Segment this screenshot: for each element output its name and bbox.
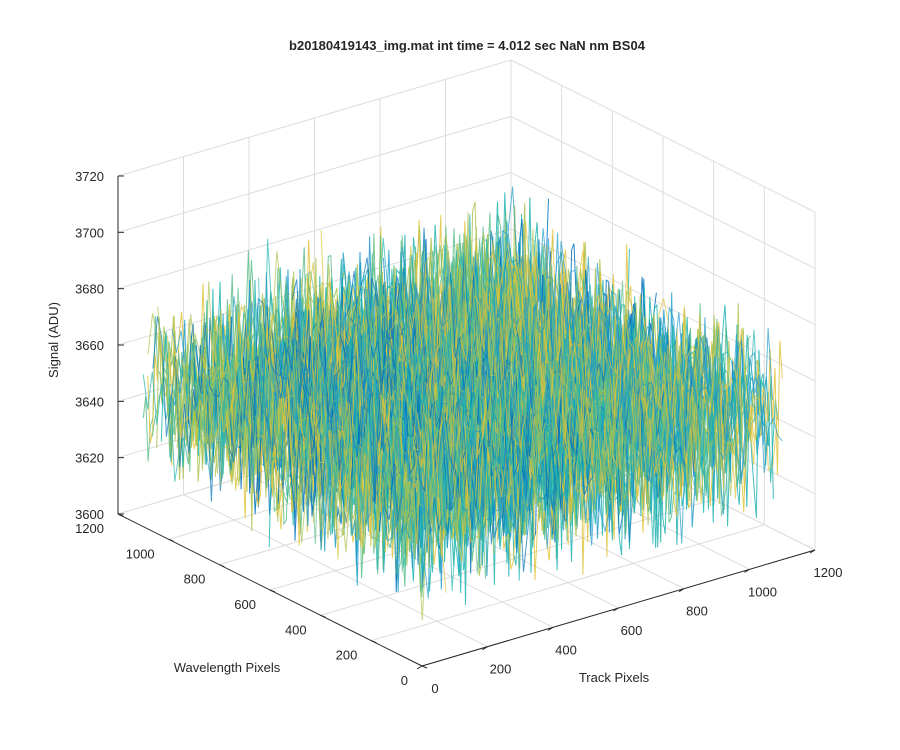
grid-line xyxy=(117,172,512,290)
x-tick-label: 800 xyxy=(686,604,708,619)
x-tick-mark xyxy=(416,665,423,670)
z-axis-label: Signal (ADU) xyxy=(46,302,61,378)
y-tick-label: 200 xyxy=(336,648,358,663)
surface-column xyxy=(459,256,740,502)
z-tick-label: 3660 xyxy=(75,338,104,353)
x-tick-mark xyxy=(678,588,685,593)
surface-column xyxy=(493,243,774,480)
x-tick-mark xyxy=(482,646,488,651)
surface-column xyxy=(378,237,658,545)
surface-mesh xyxy=(142,186,783,621)
y-tick-label: 600 xyxy=(234,597,256,612)
y-tick-label: 400 xyxy=(285,622,307,637)
y-axis-label: Wavelength Pixels xyxy=(174,660,281,675)
y-tick-label: 1200 xyxy=(75,521,104,536)
axes-box xyxy=(117,175,816,670)
x-tick-label: 1000 xyxy=(748,584,777,599)
x-tick-mark xyxy=(809,549,816,554)
surface-column xyxy=(238,291,519,550)
surface-column xyxy=(503,186,783,479)
x-tick-label: 600 xyxy=(621,623,643,638)
x-tick-mark xyxy=(613,607,619,612)
grid-line xyxy=(371,524,765,642)
x-tick-label: 1200 xyxy=(814,565,843,580)
grid-line xyxy=(510,59,816,213)
y-tick-mark xyxy=(371,640,377,644)
y-tick-mark xyxy=(219,564,225,568)
y-tick-label: 0 xyxy=(401,673,408,688)
y-tick-mark xyxy=(320,614,326,618)
y-tick-mark xyxy=(269,589,276,593)
x-tick-label: 400 xyxy=(555,642,577,657)
y-tick-mark xyxy=(168,538,174,542)
grid-line xyxy=(117,115,512,233)
x-axis-label: Track Pixels xyxy=(579,670,650,685)
x-tick-label: 200 xyxy=(490,662,512,677)
z-tick-label: 3600 xyxy=(75,507,104,522)
tick-labels: 0 200 400 600 800 1000 1200 0 200 400 600 800 1000 12… xyxy=(75,169,842,696)
surface-column xyxy=(320,230,601,546)
surface-row xyxy=(156,205,518,479)
z-tick-label: 3620 xyxy=(75,451,104,466)
y-tick-label: 1000 xyxy=(126,546,155,561)
z-tick-label: 3640 xyxy=(75,394,104,409)
surface-column xyxy=(469,228,750,497)
y-tick-label: 800 xyxy=(184,572,206,587)
y-tick-mark xyxy=(421,665,428,669)
z-tick-label: 3680 xyxy=(75,282,104,297)
x-tick-label: 0 xyxy=(431,681,438,696)
z-tick-label: 3700 xyxy=(75,225,104,240)
surface-column xyxy=(464,226,745,517)
x-tick-mark xyxy=(547,626,554,631)
chart-title: b20180419143_img.mat int time = 4.012 se… xyxy=(289,38,646,53)
x-tick-mark xyxy=(744,568,750,573)
grid-line xyxy=(117,59,512,177)
z-tick-label: 3720 xyxy=(75,169,104,184)
grid-line xyxy=(510,172,816,326)
grid-line xyxy=(510,115,816,269)
